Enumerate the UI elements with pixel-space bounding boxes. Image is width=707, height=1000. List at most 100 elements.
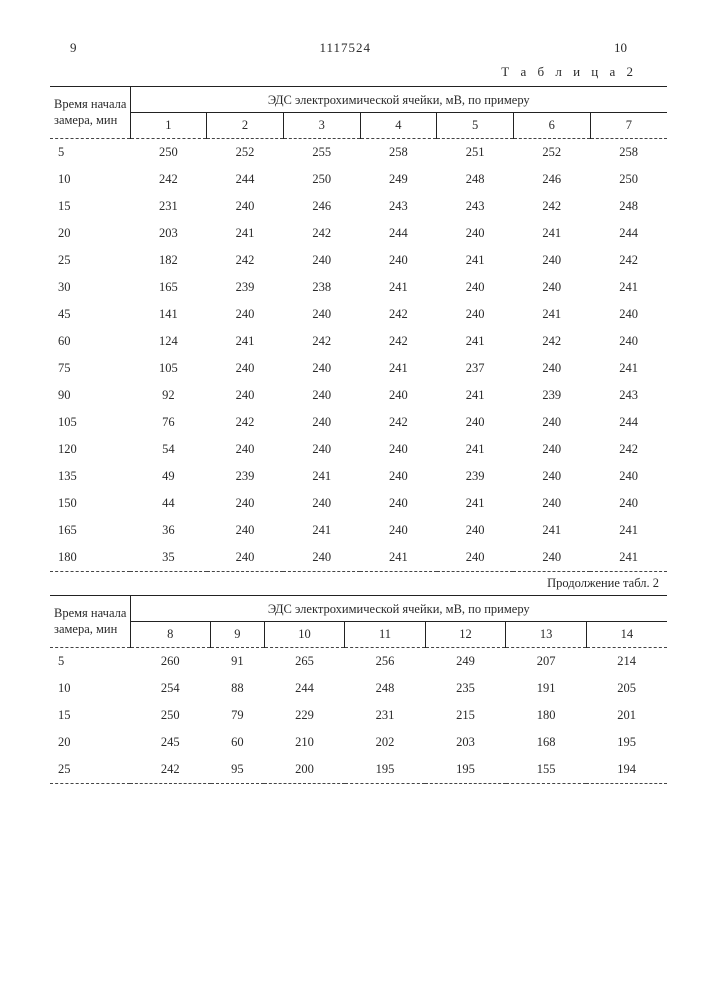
row-label-cell: 25 bbox=[50, 247, 130, 274]
data-cell: 242 bbox=[360, 301, 437, 328]
data-cell: 240 bbox=[207, 382, 284, 409]
span-header-label: ЭДС электрохимической ячейки, мВ, по при… bbox=[130, 87, 667, 113]
data-cell: 240 bbox=[437, 517, 514, 544]
row-label-cell: 135 bbox=[50, 463, 130, 490]
data-cell: 241 bbox=[590, 517, 667, 544]
data-cell: 210 bbox=[264, 729, 345, 756]
row-label-cell: 20 bbox=[50, 220, 130, 247]
column-header: 9 bbox=[211, 622, 265, 648]
data-cell: 244 bbox=[590, 220, 667, 247]
data-cell: 240 bbox=[360, 463, 437, 490]
page-number-left: 9 bbox=[70, 40, 77, 56]
data-cell: 240 bbox=[513, 490, 590, 517]
data-cell: 241 bbox=[590, 544, 667, 571]
data-cell: 248 bbox=[437, 166, 514, 193]
data-cell: 254 bbox=[130, 675, 211, 702]
table-row: 16536240241240240241241 bbox=[50, 517, 667, 544]
data-cell: 203 bbox=[425, 729, 506, 756]
table-row: 10242244250249248246250 bbox=[50, 166, 667, 193]
column-header: 10 bbox=[264, 622, 345, 648]
data-cell: 240 bbox=[360, 247, 437, 274]
data-cell: 241 bbox=[513, 517, 590, 544]
data-cell: 255 bbox=[283, 139, 360, 167]
data-cell: 241 bbox=[437, 328, 514, 355]
row-label-cell: 120 bbox=[50, 436, 130, 463]
data-cell: 239 bbox=[207, 274, 284, 301]
table-row: 9092240240240241239243 bbox=[50, 382, 667, 409]
data-cell: 214 bbox=[586, 648, 667, 676]
data-cell: 241 bbox=[590, 355, 667, 382]
data-cell: 252 bbox=[207, 139, 284, 167]
column-header: 7 bbox=[590, 113, 667, 139]
data-cell: 168 bbox=[506, 729, 587, 756]
data-cell: 241 bbox=[513, 220, 590, 247]
data-cell: 242 bbox=[283, 220, 360, 247]
table-row: 1525079229231215180201 bbox=[50, 702, 667, 729]
row-label-cell: 165 bbox=[50, 517, 130, 544]
row-label-cell: 5 bbox=[50, 648, 130, 676]
data-cell: 240 bbox=[513, 247, 590, 274]
data-cell: 242 bbox=[207, 247, 284, 274]
row-label-cell: 60 bbox=[50, 328, 130, 355]
row-label-cell: 30 bbox=[50, 274, 130, 301]
data-cell: 249 bbox=[360, 166, 437, 193]
data-cell: 240 bbox=[283, 301, 360, 328]
data-cell: 240 bbox=[207, 490, 284, 517]
row-header-label: Время начала замера, мин bbox=[50, 596, 130, 648]
data-cell: 155 bbox=[506, 756, 587, 783]
page-number-right: 10 bbox=[614, 40, 627, 56]
data-table: Время начала замера, минЭДС электрохимич… bbox=[50, 86, 667, 572]
row-label-cell: 10 bbox=[50, 166, 130, 193]
data-cell: 242 bbox=[360, 328, 437, 355]
data-cell: 240 bbox=[360, 382, 437, 409]
data-cell: 249 bbox=[425, 648, 506, 676]
data-cell: 243 bbox=[590, 382, 667, 409]
data-cell: 241 bbox=[437, 382, 514, 409]
table-row: 12054240240240241240242 bbox=[50, 436, 667, 463]
table-row: 15044240240240241240240 bbox=[50, 490, 667, 517]
data-cell: 240 bbox=[207, 193, 284, 220]
data-cell: 202 bbox=[345, 729, 426, 756]
data-cell: 240 bbox=[513, 544, 590, 571]
table-row: 60124241242242241242240 bbox=[50, 328, 667, 355]
data-cell: 105 bbox=[130, 355, 207, 382]
data-cell: 242 bbox=[590, 247, 667, 274]
data-cell: 246 bbox=[513, 166, 590, 193]
column-header: 13 bbox=[506, 622, 587, 648]
data-cell: 240 bbox=[283, 247, 360, 274]
data-cell: 180 bbox=[506, 702, 587, 729]
data-cell: 231 bbox=[345, 702, 426, 729]
data-cell: 241 bbox=[360, 544, 437, 571]
row-label-cell: 20 bbox=[50, 729, 130, 756]
data-cell: 235 bbox=[425, 675, 506, 702]
data-cell: 240 bbox=[207, 301, 284, 328]
data-cell: 240 bbox=[207, 436, 284, 463]
data-cell: 250 bbox=[590, 166, 667, 193]
data-cell: 231 bbox=[130, 193, 207, 220]
data-cell: 237 bbox=[437, 355, 514, 382]
data-cell: 243 bbox=[437, 193, 514, 220]
data-cell: 240 bbox=[513, 355, 590, 382]
data-cell: 240 bbox=[283, 436, 360, 463]
data-cell: 242 bbox=[283, 328, 360, 355]
table-caption: Т а б л и ц а 2 bbox=[50, 64, 637, 80]
data-cell: 195 bbox=[345, 756, 426, 783]
data-cell: 241 bbox=[437, 436, 514, 463]
data-cell: 250 bbox=[130, 139, 207, 167]
data-cell: 239 bbox=[437, 463, 514, 490]
data-cell: 239 bbox=[513, 382, 590, 409]
data-cell: 246 bbox=[283, 193, 360, 220]
row-label-cell: 10 bbox=[50, 675, 130, 702]
data-cell: 240 bbox=[590, 301, 667, 328]
table-row: 15231240246243243242248 bbox=[50, 193, 667, 220]
data-cell: 44 bbox=[130, 490, 207, 517]
data-cell: 240 bbox=[283, 544, 360, 571]
document-number: 1117524 bbox=[319, 40, 371, 56]
table-row: 5250252255258251252258 bbox=[50, 139, 667, 167]
column-header: 5 bbox=[437, 113, 514, 139]
data-cell: 240 bbox=[437, 409, 514, 436]
data-cell: 258 bbox=[590, 139, 667, 167]
data-cell: 242 bbox=[207, 409, 284, 436]
data-cell: 241 bbox=[360, 355, 437, 382]
data-cell: 252 bbox=[513, 139, 590, 167]
